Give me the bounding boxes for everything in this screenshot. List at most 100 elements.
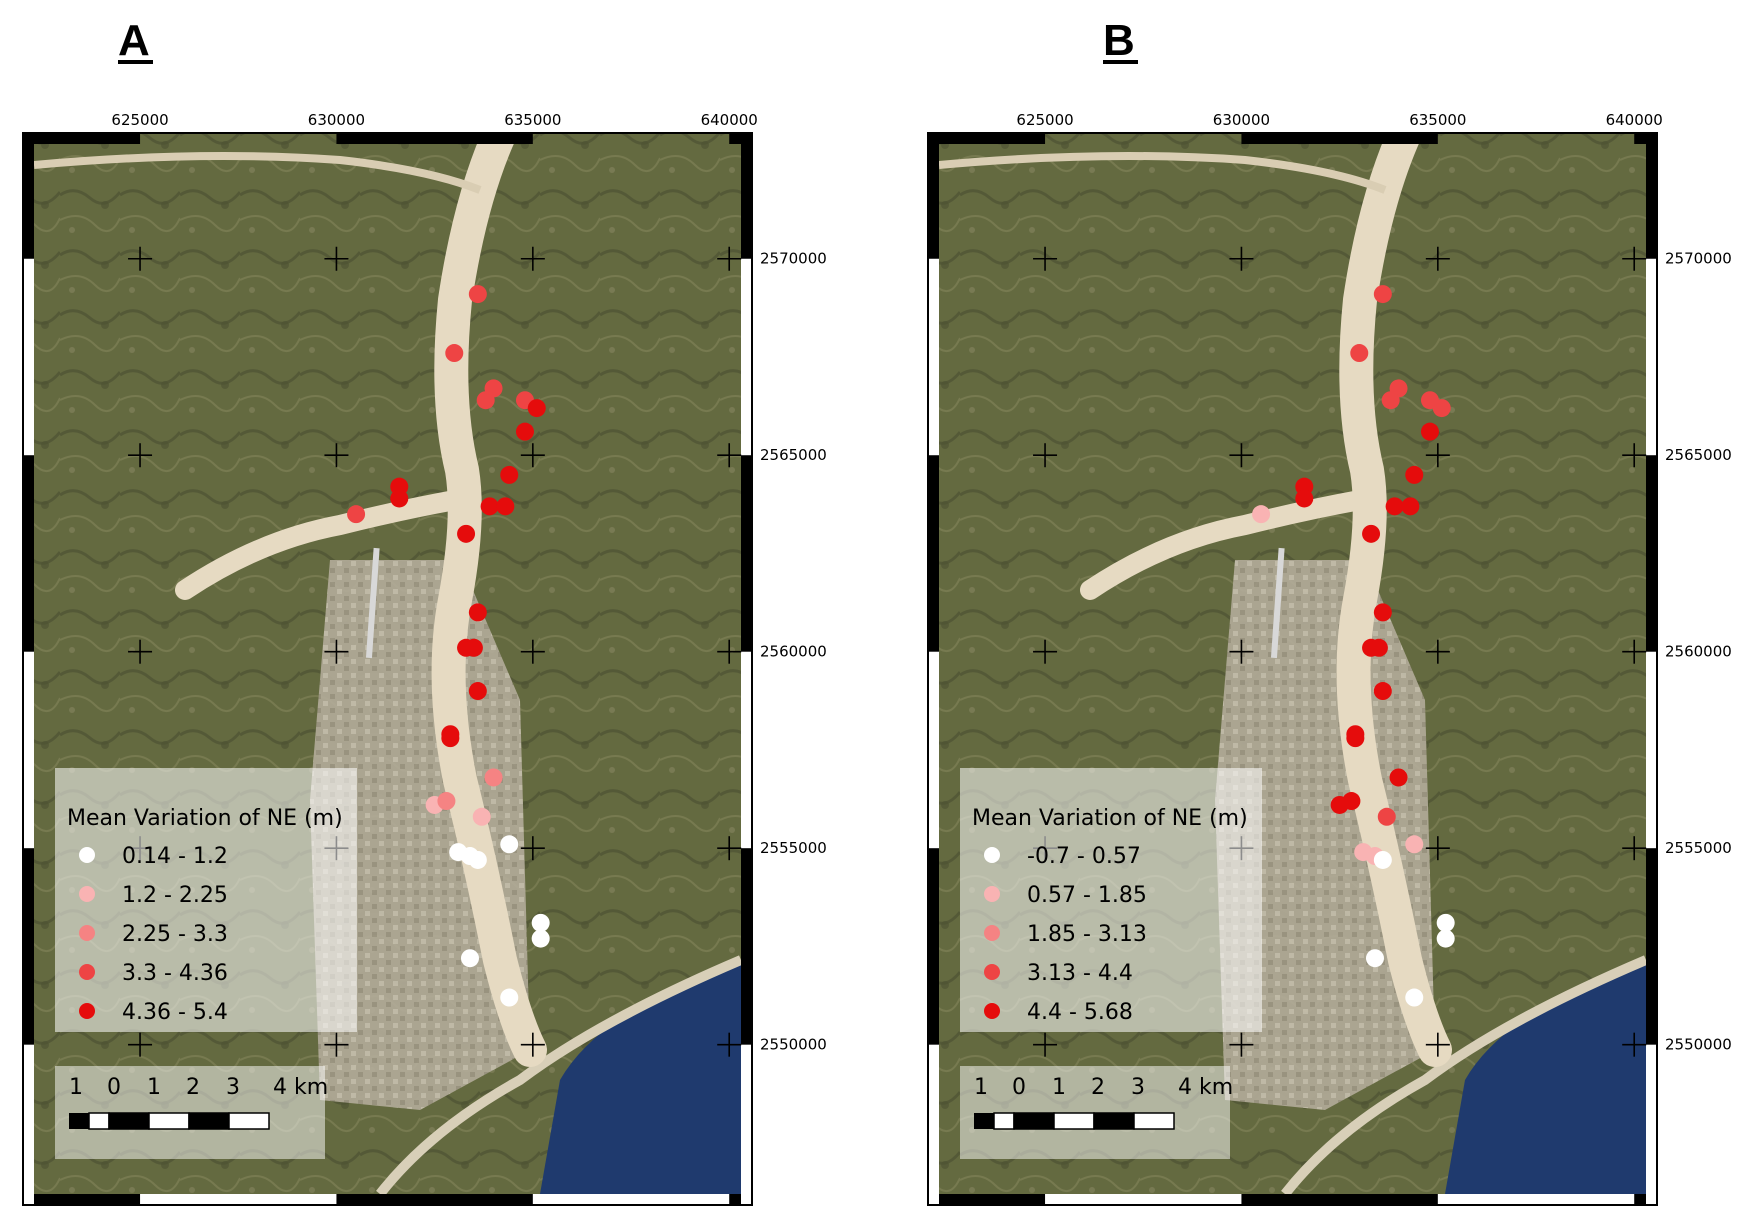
panel-a-river-west <box>175 490 465 600</box>
panel-b-legend-swatch <box>984 847 1000 863</box>
panel-a-grid-cross <box>717 836 742 861</box>
panel-a-sample-point <box>457 524 476 543</box>
panel-b-sample-point <box>1377 807 1396 826</box>
panel-b-legend-box <box>960 768 1262 1032</box>
panel-b-legend-title: Mean Variation of NE (m) <box>972 806 1248 831</box>
panel-b-tick-left <box>928 133 939 259</box>
panel-b-tick-bottom <box>1634 1194 1646 1205</box>
panel-a-grid-cross <box>520 443 545 468</box>
panel-b-grid-cross <box>1033 246 1058 271</box>
panel-a-scalebar-seg <box>88 1112 110 1130</box>
panel-b-scalebar-seg <box>1133 1112 1175 1130</box>
panel-a-scalebar-label: 1 <box>147 1075 161 1100</box>
panel-b-tick-left <box>928 848 939 1045</box>
panel-a-scalebar-label: 2 <box>186 1075 200 1100</box>
panel-a-legend-title: Mean Variation of NE (m) <box>67 806 343 831</box>
panel-b-scalebar-seg <box>1013 1112 1055 1130</box>
panel-b-points <box>1252 285 1455 1007</box>
panel-b-airport-runway <box>1270 547 1285 659</box>
panel-a-legend-label: 1.2 - 2.25 <box>122 883 228 908</box>
panel-a-grid-cross <box>520 836 545 861</box>
panel-b-legend-label: 1.85 - 3.13 <box>1027 922 1147 947</box>
panel-b-sample-point <box>1362 524 1381 543</box>
panel-b-coord-labels: 625000 630000 635000 640000 2570000 2565000 25… <box>1016 111 1731 1054</box>
panel-b-tick-right <box>1646 455 1657 652</box>
panel-b-legend-swatch <box>984 1003 1000 1019</box>
panel-b-tick-top <box>1241 133 1438 144</box>
panel-b-sample-point <box>1295 489 1314 508</box>
panel-a-sample-point <box>437 792 456 811</box>
panel-a-tick-top <box>729 133 741 144</box>
panel-b-scalebar-seg <box>974 1113 994 1129</box>
panel-a-legend-swatch <box>79 847 95 863</box>
panel-a-scalebar-seg <box>228 1112 270 1130</box>
panel-b-scalebar-label: 2 <box>1091 1075 1105 1100</box>
panel-a-grid-cross <box>520 1032 545 1057</box>
panel-b-basemap <box>939 133 1646 1194</box>
panel-a-grid-cross <box>324 1032 349 1057</box>
panel-a-easting-label: 630000 <box>308 111 365 129</box>
panel-b-tick-top <box>939 133 1046 144</box>
panel-b-tick-left <box>928 455 939 652</box>
panel-a-grid-cross <box>717 246 742 271</box>
panel-b-grid-cross <box>1425 1032 1450 1057</box>
panel-a-legend: Mean Variation of NE (m) 0.14 - 1.2 1.2 -… <box>55 768 357 1032</box>
panel-a-tick-top <box>34 133 141 144</box>
panel-b-grid-cross <box>1229 639 1254 664</box>
panel-a-sample-point <box>480 497 499 516</box>
panel-a-sample-point <box>527 399 546 418</box>
panel-a-scalebar-seg <box>69 1113 89 1129</box>
panel-a-tick-right <box>741 848 752 1045</box>
panel-b-sample-point <box>1373 603 1392 622</box>
panel-b-legend-swatch <box>984 925 1000 941</box>
panel-a-scalebar-label: 4 km <box>273 1075 328 1100</box>
panel-b-grid-cross <box>1425 639 1450 664</box>
panel-b-frame-ticks <box>928 133 1657 1205</box>
panel-b-northing-label: 2560000 <box>1665 643 1732 661</box>
panel-b-scalebar-label: 1 <box>974 1075 988 1100</box>
panel-b-grid-cross <box>1425 443 1450 468</box>
panel-a-sample-point <box>500 835 519 854</box>
panel-a-scalebar-label: 3 <box>226 1075 240 1100</box>
panel-a-legend-swatch <box>79 964 95 980</box>
panel-b-grid-cross <box>1622 1032 1647 1057</box>
panel-b-sample-point <box>1405 465 1424 484</box>
panel-a: A 625000 630000 635000 640000 2570000 2565000… <box>22 16 827 1206</box>
panel-b-river-west <box>1080 490 1370 600</box>
panel-b-sample-point <box>1405 988 1424 1007</box>
panel-a-label: A <box>118 16 150 65</box>
panel-a-northing-label: 2560000 <box>760 643 827 661</box>
panel-a-grid-cross <box>717 639 742 664</box>
panel-b-grid-cross <box>1622 443 1647 468</box>
panel-a-grid-cross <box>128 443 153 468</box>
panel-a-sample-point <box>472 807 491 826</box>
panel-b-scalebar-label: 0 <box>1012 1075 1026 1100</box>
panel-a-scalebar-seg <box>188 1112 230 1130</box>
panel-b-sample-point <box>1373 285 1392 304</box>
panel-b-tick-bottom <box>939 1194 1046 1205</box>
panel-b-grid-cross <box>1622 836 1647 861</box>
panel-a-grid-cross <box>128 246 153 271</box>
panel-a-tick-right <box>741 133 752 259</box>
panel-b-legend-swatch <box>984 886 1000 902</box>
panel-b-sample-point <box>1420 422 1439 441</box>
panel-a-tick-bottom <box>729 1194 741 1205</box>
panel-b-tick-right <box>1646 848 1657 1045</box>
panel-a-legend-swatch <box>79 886 95 902</box>
panel-a-tick-left <box>23 848 34 1045</box>
panel-a-tick-top <box>336 133 533 144</box>
panel-b-label: B <box>1103 16 1135 65</box>
panel-a-sample-point <box>347 505 366 524</box>
panel-b-scalebar-label: 1 <box>1052 1075 1066 1100</box>
panel-a-northing-label: 2555000 <box>760 839 827 857</box>
panel-a-sample-point <box>531 929 550 948</box>
panel-a-legend-box <box>55 768 357 1032</box>
panel-a-points <box>347 285 550 1007</box>
panel-a-northing-label: 2570000 <box>760 250 827 268</box>
panel-a-sample-point <box>496 497 515 516</box>
panel-b-tick-bottom <box>1241 1194 1438 1205</box>
panel-b-river-nw <box>939 152 1387 194</box>
panel-b-easting-label: 635000 <box>1409 111 1466 129</box>
